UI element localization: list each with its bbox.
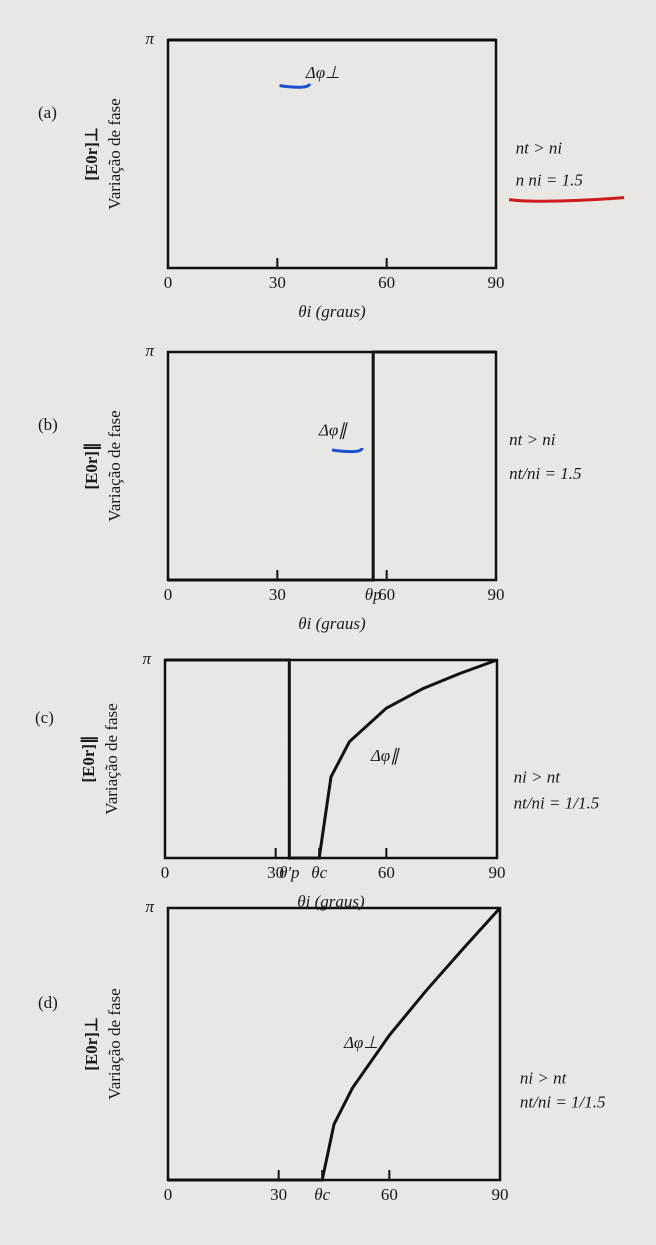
annotation: nt/ni = 1/1.5: [514, 793, 600, 812]
phase-curve: [168, 906, 502, 1182]
pen-mark: [508, 196, 625, 203]
x-tick-label: θ'p: [279, 863, 300, 882]
x-tick-label: 30: [269, 585, 286, 604]
field-label: [E0r]∥: [82, 442, 101, 489]
x-tick-label: 60: [381, 1185, 398, 1204]
y-tick-label: π: [145, 897, 154, 916]
plot-frame: [166, 906, 502, 1182]
annotation: nt > ni: [509, 430, 556, 449]
panel-label: (a): [38, 103, 57, 122]
y-tick-label: π: [145, 341, 154, 360]
x-tick-label: 60: [378, 273, 395, 292]
annotation: Δφ∥: [318, 421, 348, 440]
y-axis-label: Variação de fase: [105, 988, 124, 1099]
x-tick-label: 60: [378, 863, 395, 882]
x-tick-label: 0: [164, 1185, 173, 1204]
x-tick-label: 30: [270, 1185, 287, 1204]
panel-label: (b): [38, 415, 58, 434]
annotation: nt/ni = 1.5: [509, 464, 581, 483]
y-axis-label: Variação de fase: [102, 703, 121, 814]
x-tick-label: 30: [267, 863, 284, 882]
x-axis-label: θi (graus): [297, 892, 365, 911]
y-tick-label: π: [142, 649, 151, 668]
annotation: Δφ∥: [370, 746, 400, 765]
phase-curve: [168, 350, 496, 582]
y-axis-label: Variação de fase: [105, 410, 124, 521]
field-label: [E0r]⊥: [82, 1017, 101, 1071]
x-tick-label: θp: [365, 585, 382, 604]
phase-curve: [165, 658, 498, 860]
panel-label: (c): [35, 708, 54, 727]
annotation: ni > nt: [514, 768, 562, 787]
x-tick-label: 60: [378, 585, 395, 604]
x-tick-label: 30: [269, 273, 286, 292]
x-tick-label: 90: [492, 1185, 509, 1204]
field-label: [E0r]∥: [79, 735, 98, 782]
x-tick-label: 90: [488, 273, 505, 292]
x-tick-label: 90: [488, 585, 505, 604]
pen-mark: [279, 83, 312, 89]
y-tick-label: π: [145, 29, 154, 48]
panel-label: (d): [38, 993, 58, 1012]
x-tick-label: 90: [489, 863, 506, 882]
x-axis-label: θi (graus): [298, 302, 366, 321]
x-tick-label: θc: [314, 1185, 330, 1204]
x-axis-label: θi (graus): [298, 614, 366, 633]
annotation: Δφ⊥: [343, 1033, 378, 1052]
annotation: nt > ni: [516, 138, 563, 157]
plot-frame: [163, 658, 499, 860]
annotation: ni > nt: [520, 1068, 568, 1087]
y-axis-label: Variação de fase: [105, 98, 124, 209]
x-tick-label: 0: [164, 273, 173, 292]
annotation: n ni = 1.5: [516, 170, 583, 189]
x-tick-label: θc: [311, 863, 327, 882]
x-tick-label: 0: [164, 585, 173, 604]
annotation: nt/ni = 1/1.5: [520, 1093, 606, 1112]
x-tick-label: 0: [161, 863, 170, 882]
field-label: [E0r]⊥: [82, 127, 101, 181]
annotation: Δφ⊥: [305, 63, 340, 82]
pen-mark: [331, 447, 364, 454]
